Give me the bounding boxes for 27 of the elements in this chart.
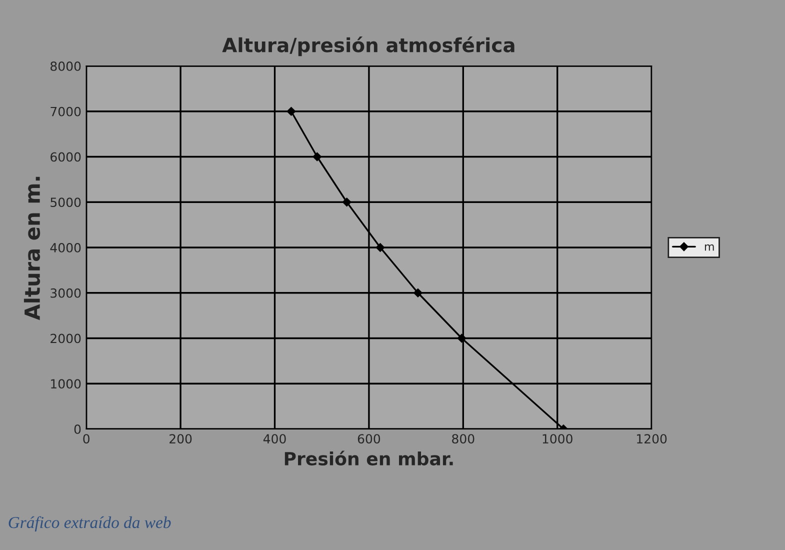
y-tick-label: 5000 [50,198,81,208]
x-tick-label: 800 [452,434,474,444]
point [342,198,352,207]
y-tick-label: 7000 [50,106,81,116]
y-axis-title: Altura en m. [24,176,40,320]
point [457,334,466,343]
y-tick-label: 1000 [51,379,81,389]
y-tick-label: 6000 [50,152,81,162]
point [286,106,296,116]
x-tick-label: 1200 [637,434,667,444]
x-tick-label: 600 [358,434,380,444]
x-axis-title: Presión en mbar. [284,450,453,466]
chart-title: Altura/presión atmosférica [222,36,514,56]
legend-label: m [704,244,714,251]
y-tick-label: 0 [74,424,81,434]
point [312,152,322,162]
y-tick-label: 3000 [50,288,81,298]
y-tick-label: 8000 [50,61,81,71]
point [376,243,385,252]
x-tick-label: 1000 [542,434,572,444]
x-tick-label: 400 [263,434,286,444]
x-tick-label: 0 [83,434,90,444]
point [413,288,422,298]
x-tick-label: 200 [170,434,192,444]
y-tick-label: 2000 [50,334,81,344]
text: Gráfico extraído da web [8,516,171,532]
y-tick-label: 4000 [50,242,81,252]
